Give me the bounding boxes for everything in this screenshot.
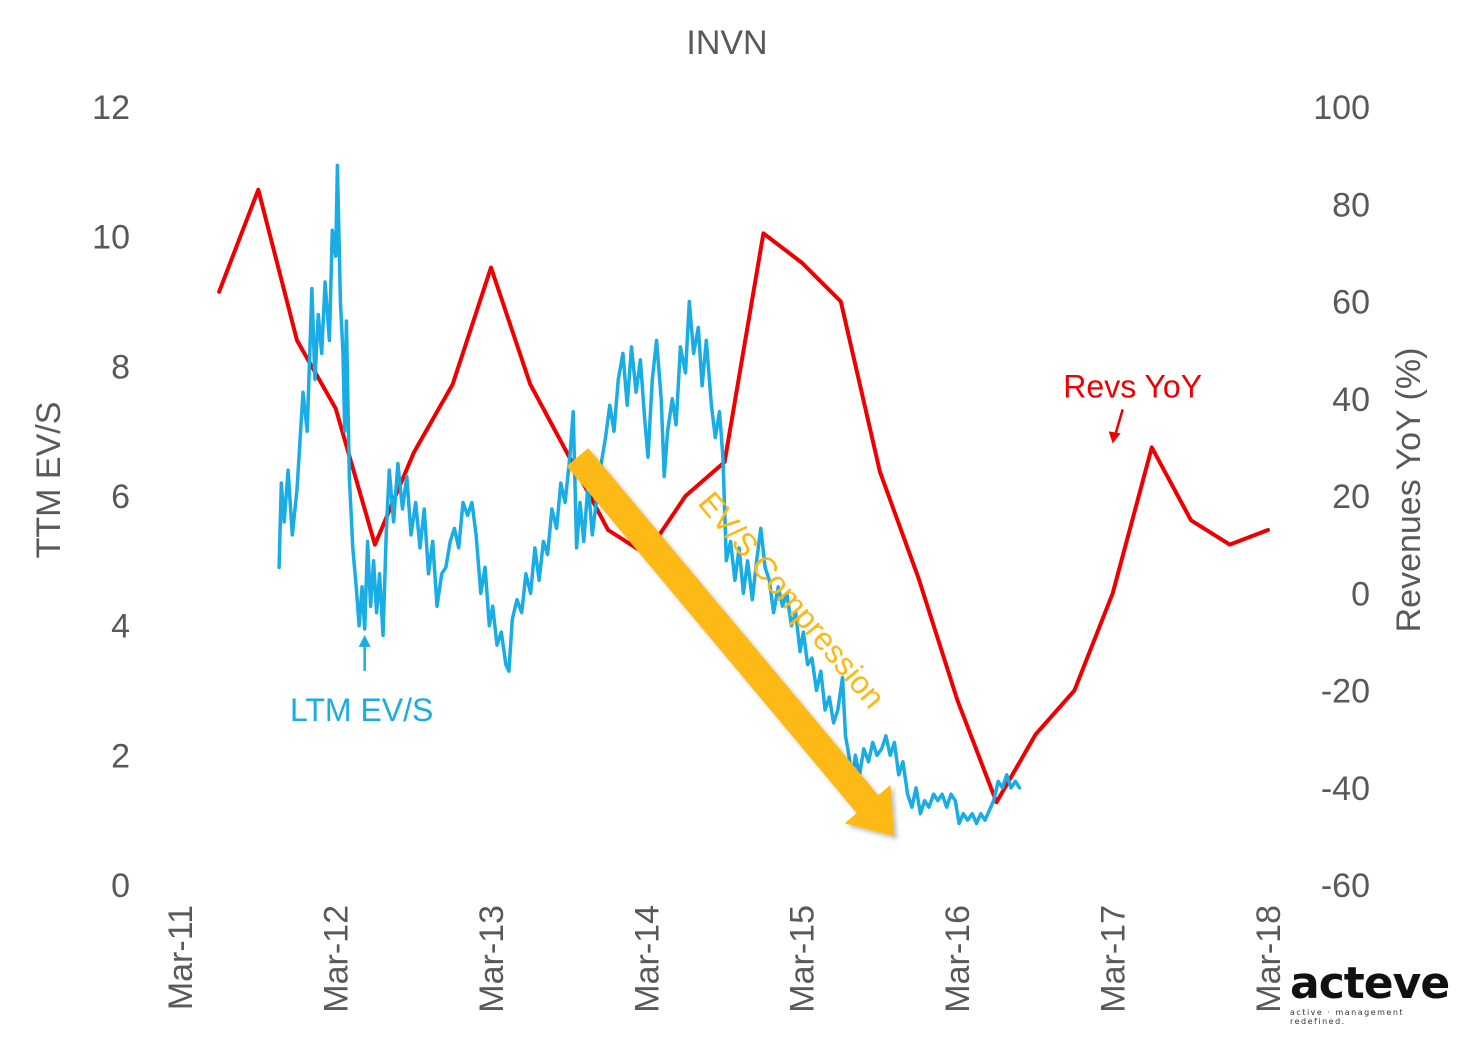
revs-yoy-pointer	[1114, 409, 1124, 434]
x-tick-label: Mar-15	[784, 905, 822, 1013]
y-axis-right-label: Revenues YoY (%)	[1390, 348, 1428, 633]
y-left-tick-label: 8	[111, 348, 130, 386]
chart-title: INVN	[686, 24, 767, 62]
ltm-evs-pointer-head	[358, 634, 371, 647]
x-tick-label: Mar-13	[473, 905, 511, 1013]
y-right-tick-label: -40	[1321, 770, 1370, 808]
y-right-tick-label: 60	[1332, 284, 1370, 322]
y-left-tick-label: 12	[92, 89, 130, 127]
revs-yoy-label: Revs YoY	[1063, 368, 1202, 404]
evs-compression-label: EV/S Compression	[691, 485, 892, 715]
series-layer	[217, 163, 1270, 826]
logo-tagline: active · management redefined.	[1290, 1008, 1405, 1026]
y-right-tick-label: -60	[1321, 867, 1370, 905]
x-tick-label: Mar-14	[628, 905, 666, 1013]
y-left-tick-label: 4	[111, 608, 130, 646]
acteve-logo: acteve active · management redefined.	[1290, 958, 1455, 1027]
ltm-evs-label: LTM EV/S	[290, 692, 433, 728]
x-tick-label: Mar-18	[1250, 905, 1288, 1013]
evs-compression-arrow	[566, 448, 895, 837]
annotation-layer: LTM EV/S Revs YoY EV/S Compression	[290, 368, 1202, 837]
y-right-tick-label: 0	[1351, 575, 1370, 613]
x-axis-ticks: Mar-11 Mar-12 Mar-13 Mar-14 Mar-15 Mar-16 Mar-…	[162, 905, 1288, 1013]
x-tick-label: Mar-17	[1095, 905, 1133, 1013]
y-left-tick-label: 10	[92, 219, 130, 257]
y-left-tick-label: 0	[111, 867, 130, 905]
y-left-tick-label: 6	[111, 478, 130, 516]
y-right-tick-label: 100	[1313, 89, 1370, 127]
y-right-tick-label: 80	[1332, 186, 1370, 224]
logo-wordmark: acteve	[1290, 958, 1450, 1009]
x-tick-label: Mar-16	[939, 905, 977, 1013]
ev-s-series-line	[277, 163, 1022, 826]
y-right-tick-label: 40	[1332, 381, 1370, 419]
y-right-tick-label: 20	[1332, 478, 1370, 516]
y-right-tick-label: -20	[1321, 673, 1370, 711]
revs-yoy-pointer-head	[1108, 431, 1121, 444]
y-left-tick-label: 2	[111, 737, 130, 775]
y-axis-left-ticks: 0 2 4 6 8 10 12	[92, 89, 130, 905]
x-tick-label: Mar-11	[162, 905, 200, 1010]
y-axis-left-label: TTM EV/S	[30, 402, 68, 559]
y-axis-right-ticks: -60 -40 -20 0 20 40 60 80 100	[1313, 89, 1370, 905]
x-tick-label: Mar-12	[317, 905, 355, 1013]
